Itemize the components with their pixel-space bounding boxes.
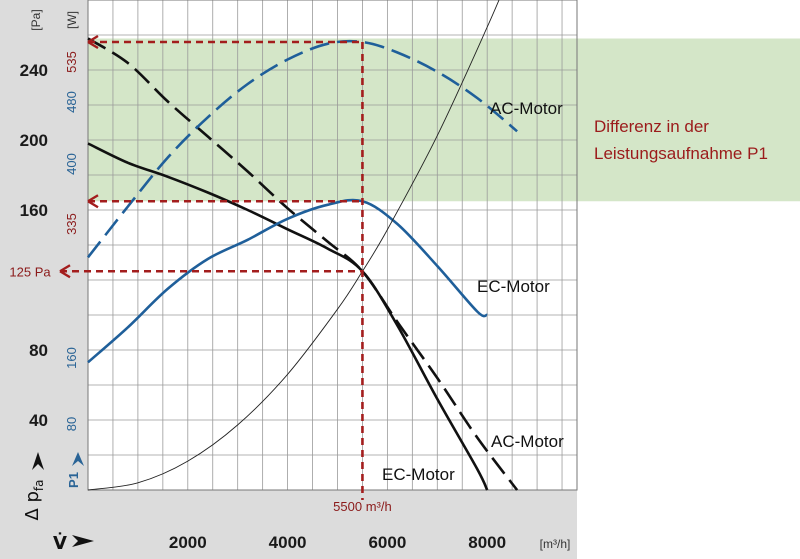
- x-tick-label: 8000: [468, 533, 506, 552]
- ac-motor-pressure-curve: [87, 37, 519, 491]
- power-axis-symbol: P1: [66, 472, 81, 488]
- band-text-line-1: Differenz in der: [594, 117, 709, 136]
- power-tick-label: 335: [64, 213, 79, 235]
- ac-motor-pressure-label: AC-Motor: [491, 432, 564, 451]
- system-curve: [87, 0, 500, 491]
- power-axis-arrow-icon: [72, 452, 84, 466]
- pressure-arrow-icon: [59, 264, 71, 279]
- x-axis-unit: [m³/h]: [540, 537, 571, 551]
- ac-power-arrow-icon: [87, 34, 99, 50]
- power-tick-label: 535: [64, 51, 79, 73]
- power-axis-unit: [W]: [65, 11, 79, 29]
- pressure-tick-label: 200: [20, 131, 48, 150]
- power-tick-label: 160: [64, 347, 79, 369]
- ac-motor-power-curve: [86, 39, 518, 259]
- pressure-annotation: 125 Pa: [9, 264, 51, 279]
- x-tick-label: 2000: [169, 533, 207, 552]
- pressure-axis-unit: [Pa]: [29, 9, 43, 30]
- ec-power-arrow-icon: [87, 194, 99, 209]
- power-tick-label: 480: [64, 91, 79, 113]
- x-axis-arrow-icon: [72, 535, 94, 547]
- ec-motor-power-label: EC-Motor: [477, 277, 550, 296]
- ec-motor-power-curve: [87, 198, 488, 364]
- plot-frame: [87, 0, 578, 491]
- ec-motor-pressure-label: EC-Motor: [382, 465, 455, 484]
- left-axis-panel: [0, 0, 88, 559]
- ac-motor-power-label: AC-Motor: [490, 99, 563, 118]
- pressure-tick-label: 80: [29, 341, 48, 360]
- pressure-tick-label: 160: [20, 201, 48, 220]
- flow-annotation: 5500 m³/h: [333, 499, 392, 514]
- band-text-line-2: Leistungsaufnahme P1: [594, 144, 768, 163]
- x-tick-label: 6000: [368, 533, 406, 552]
- ec-motor-pressure-curve: [87, 142, 489, 491]
- pressure-axis-symbol: Δ pfa: [22, 479, 46, 520]
- power-tick-label: 80: [64, 417, 79, 431]
- bottom-axis-panel: [0, 490, 577, 559]
- x-tick-label: 4000: [269, 533, 307, 552]
- pressure-tick-label: 40: [29, 411, 48, 430]
- pressure-tick-label: 240: [20, 61, 48, 80]
- x-axis-symbol: V̇: [53, 533, 67, 554]
- pressure-axis-arrow-icon: [32, 452, 44, 470]
- power-tick-label: 400: [64, 153, 79, 175]
